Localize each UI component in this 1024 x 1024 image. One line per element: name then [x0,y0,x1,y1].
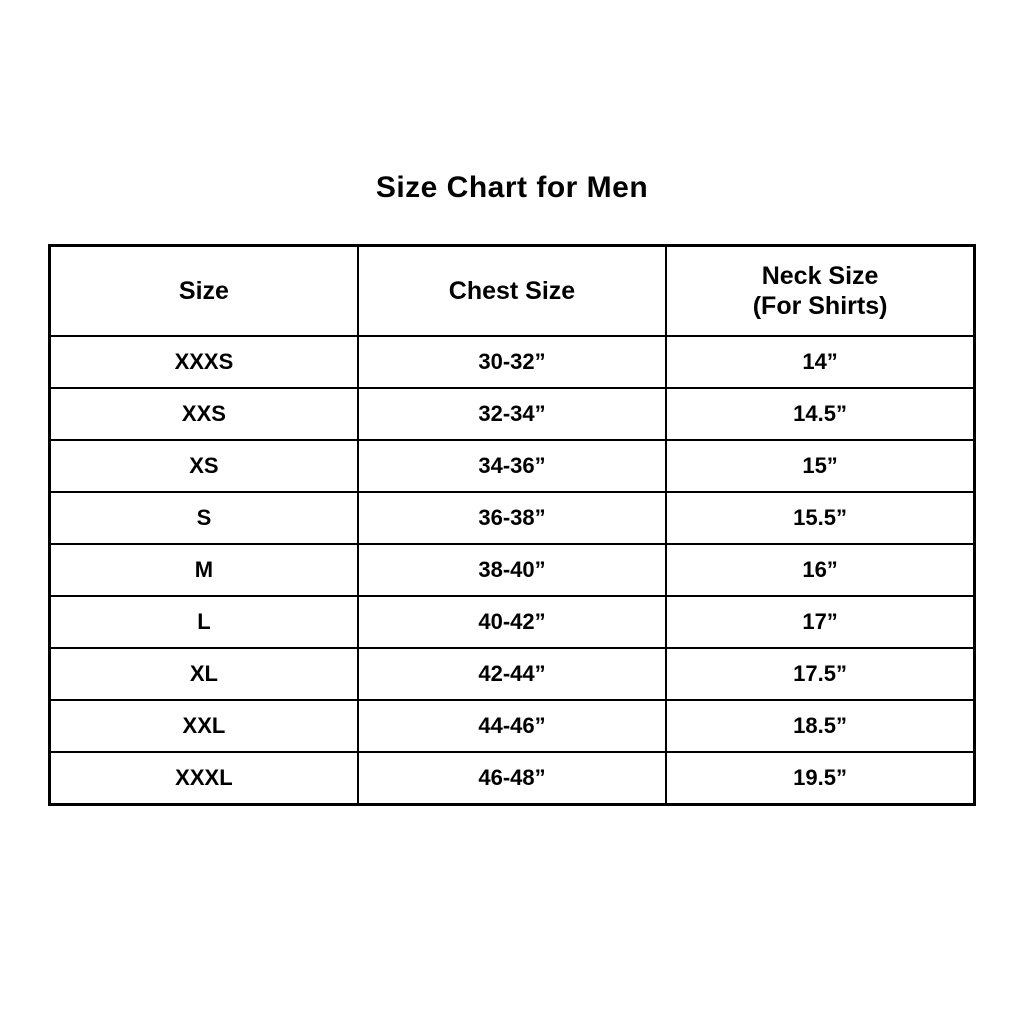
table-row: XXL 44-46” 18.5” [48,699,976,753]
column-header-label: Chest Size [448,277,576,305]
column-header-label: Size [178,277,229,305]
size-cell: L [48,595,359,649]
size-cell: XXS [48,387,359,441]
neck-cell: 18.5” [665,699,976,753]
table-header: Size Chest Size Neck Size (For Shirts) [48,244,976,337]
table-row: M 38-40” 16” [48,543,976,597]
table-row: XXXS 30-32” 14” [48,335,976,389]
chest-cell: 34-36” [356,439,668,493]
neck-cell: 15.5” [665,491,976,545]
neck-cell: 15” [665,439,976,493]
chest-cell: 42-44” [356,647,668,701]
table-row: S 36-38” 15.5” [48,491,976,545]
size-cell: M [48,543,359,597]
column-header-chest-size: Chest Size [356,244,668,337]
table-row: XXXL 46-48” 19.5” [48,751,976,806]
neck-cell: 16” [665,543,976,597]
size-cell: XS [48,439,359,493]
chest-cell: 30-32” [356,335,668,389]
column-header-size: Size [48,244,359,337]
neck-cell: 19.5” [665,751,976,806]
chest-cell: 32-34” [356,387,668,441]
table-body: XXXS 30-32” 14” XXS 32-34” 14.5” XS 34-3… [48,335,976,806]
size-cell: XL [48,647,359,701]
chest-cell: 38-40” [356,543,668,597]
neck-cell: 14.5” [665,387,976,441]
table-row: L 40-42” 17” [48,595,976,649]
size-cell: XXXS [48,335,359,389]
column-header-sublabel: (For Shirts) [752,292,888,320]
chest-cell: 36-38” [356,491,668,545]
neck-cell: 14” [665,335,976,389]
column-header-label: Neck Size [761,262,879,290]
size-cell: S [48,491,359,545]
table-row: XXS 32-34” 14.5” [48,387,976,441]
chest-cell: 44-46” [356,699,668,753]
table-row: XL 42-44” 17.5” [48,647,976,701]
chest-cell: 40-42” [356,595,668,649]
neck-cell: 17.5” [665,647,976,701]
page-title: Size Chart for Men [375,171,649,204]
header-row: Size Chest Size Neck Size (For Shirts) [48,244,976,337]
neck-cell: 17” [665,595,976,649]
size-cell: XXXL [48,751,359,806]
table-row: XS 34-36” 15” [48,439,976,493]
size-chart-table: Size Chest Size Neck Size (For Shirts) X… [48,244,976,806]
chest-cell: 46-48” [356,751,668,806]
size-cell: XXL [48,699,359,753]
column-header-neck-size: Neck Size (For Shirts) [665,244,976,337]
